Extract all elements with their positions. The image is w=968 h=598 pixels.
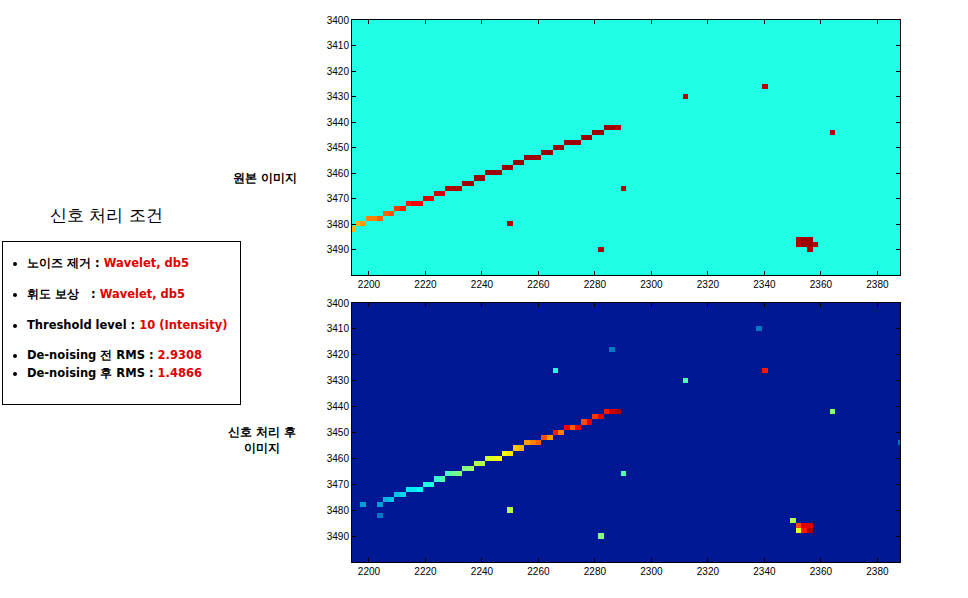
svg-text:2320: 2320 (697, 566, 720, 577)
svg-text:3440: 3440 (327, 401, 350, 412)
svg-text:2360: 2360 (810, 279, 833, 290)
svg-text:3480: 3480 (327, 505, 350, 516)
svg-text:2200: 2200 (358, 566, 381, 577)
svg-text:3420: 3420 (327, 66, 350, 77)
svg-text:2240: 2240 (471, 279, 494, 290)
html-text:신호 처리 조건: 신호 처리 조건 (50, 205, 163, 225)
svg-text:3470: 3470 (327, 479, 350, 490)
svg-text:3490: 3490 (327, 244, 350, 255)
svg-text:3450: 3450 (327, 427, 350, 438)
svg-text:3440: 3440 (327, 117, 350, 128)
svg-text:2220: 2220 (414, 279, 437, 290)
svg-text:2220: 2220 (414, 566, 437, 577)
svg-text:3430: 3430 (327, 91, 350, 102)
svg-text:3420: 3420 (327, 349, 350, 360)
svg-text:2380: 2380 (866, 279, 889, 290)
svg-text:2280: 2280 (584, 566, 607, 577)
svg-text:2280: 2280 (584, 279, 607, 290)
svg-text:3450: 3450 (327, 142, 350, 153)
svg-text:2360: 2360 (810, 566, 833, 577)
svg-text:3430: 3430 (327, 375, 350, 386)
svg-text:3410: 3410 (327, 40, 350, 51)
svg-text:2380: 2380 (866, 566, 889, 577)
svg-text:2340: 2340 (753, 566, 776, 577)
svg-text:2340: 2340 (753, 279, 776, 290)
html-text:원본 이미지: 원본 이미지 (232, 171, 298, 185)
html-text:Threshold level : 10 (Intensit: Threshold level : 10 (Intensity) (27, 318, 228, 332)
svg-text:3400: 3400 (327, 15, 350, 26)
svg-text:2200: 2200 (358, 279, 381, 290)
svg-text:2240: 2240 (471, 566, 494, 577)
html-text:De-noising 후 RMS : 1.4866: De-noising 후 RMS : 1.4866 (27, 366, 202, 380)
html-text:De-noising 전 RMS : 2.9308: De-noising 전 RMS : 2.9308 (27, 348, 202, 362)
svg-text:2260: 2260 (527, 566, 550, 577)
svg-text:2300: 2300 (640, 566, 663, 577)
svg-text:3480: 3480 (327, 219, 350, 230)
html-text:휘도 보상 : Wavelet, db5: 휘도 보상 : Wavelet, db5 (27, 287, 185, 301)
svg-text:2300: 2300 (640, 279, 663, 290)
svg-text:3470: 3470 (327, 193, 350, 204)
svg-text:3460: 3460 (327, 168, 350, 179)
svg-text:2320: 2320 (697, 279, 720, 290)
svg-text:3400: 3400 (327, 298, 350, 309)
svg-text:3410: 3410 (327, 323, 350, 334)
svg-text:3460: 3460 (327, 453, 350, 464)
html-text:신호 처리 후 이미지: 신호 처리 후 이미지 (227, 425, 297, 455)
html-text:노이즈 제거 : Wavelet, db5: 노이즈 제거 : Wavelet, db5 (27, 256, 189, 270)
svg-text:3490: 3490 (327, 531, 350, 542)
svg-text:2260: 2260 (527, 279, 550, 290)
